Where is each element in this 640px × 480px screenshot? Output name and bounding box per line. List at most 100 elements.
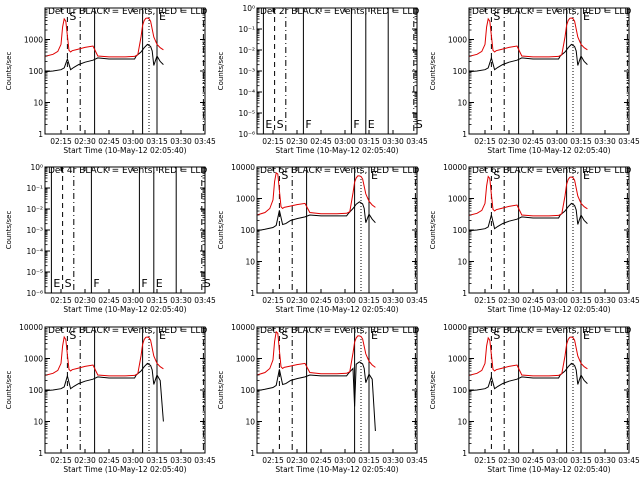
chart-title: Det 2r BLACK = Events, RED = LLD bbox=[260, 7, 419, 17]
y-tick-label: 10 bbox=[33, 418, 43, 427]
y-tick-label: 10 bbox=[457, 258, 467, 267]
x-tick-label: 02:15 bbox=[50, 137, 72, 146]
y-tick-label: 10⁻⁵ bbox=[26, 268, 43, 277]
y-tick-label: 10⁻³ bbox=[26, 226, 43, 235]
y-axis-label: Counts/sec bbox=[5, 52, 13, 91]
x-tick-label: 03:00 bbox=[122, 137, 144, 146]
event-marker-label: E bbox=[265, 118, 272, 131]
y-tick-label: 10000 bbox=[443, 323, 467, 332]
y-axis-label: Counts/sec bbox=[217, 52, 225, 91]
x-tick-label: 03:15 bbox=[570, 137, 592, 146]
x-tick-label: 03:30 bbox=[382, 296, 404, 305]
x-tick-label: 03:15 bbox=[146, 456, 168, 465]
series-line-lld bbox=[468, 17, 588, 58]
chart-title: Det 7r BLACK = Events, RED = LLD bbox=[48, 326, 207, 336]
y-tick-label: 100 bbox=[453, 226, 468, 235]
x-tick-label: 02:45 bbox=[310, 137, 332, 146]
x-axis-label: Start Time (10-May-12 02:05:40) bbox=[487, 146, 610, 155]
event-marker-label: S bbox=[69, 10, 76, 23]
x-tick-label: 02:15 bbox=[474, 456, 496, 465]
x-tick-label: 03:45 bbox=[194, 296, 216, 305]
event-marker-label: E bbox=[583, 169, 590, 182]
x-tick-label: 03:30 bbox=[170, 137, 192, 146]
chart-title: Det 8r BLACK = Events, RED = LLD bbox=[260, 326, 419, 336]
event-marker-label: E bbox=[156, 277, 163, 290]
y-tick-label: 10 bbox=[245, 418, 255, 427]
x-tick-label: 02:30 bbox=[498, 296, 520, 305]
x-tick-label: 02:30 bbox=[286, 137, 308, 146]
x-tick-label: 03:00 bbox=[546, 296, 568, 305]
event-marker-label: E bbox=[371, 329, 378, 342]
plot-frame bbox=[256, 166, 418, 294]
x-axis-label: Start Time (10-May-12 02:05:40) bbox=[487, 465, 610, 474]
y-tick-label: 100 bbox=[453, 386, 468, 395]
y-tick-label: 1000 bbox=[24, 355, 43, 364]
x-axis-label: Start Time (10-May-12 02:05:40) bbox=[275, 146, 398, 155]
y-tick-label: 10⁰ bbox=[30, 163, 43, 172]
series-line-lld bbox=[256, 172, 376, 216]
x-tick-label: 03:15 bbox=[570, 296, 592, 305]
series-line-lld bbox=[256, 330, 376, 376]
y-tick-label: 10 bbox=[457, 418, 467, 427]
x-tick-label: 02:45 bbox=[522, 137, 544, 146]
y-axis-label: Counts/sec bbox=[217, 211, 225, 250]
y-axis-label: Counts/sec bbox=[429, 371, 437, 410]
x-tick-label: 03:30 bbox=[594, 137, 616, 146]
x-tick-label: 03:45 bbox=[406, 456, 428, 465]
event-marker-label: E bbox=[53, 277, 60, 290]
x-tick-label: 03:00 bbox=[334, 296, 356, 305]
event-marker-label: F bbox=[305, 118, 311, 131]
x-tick-label: 03:15 bbox=[146, 137, 168, 146]
x-tick-label: 02:30 bbox=[74, 137, 96, 146]
y-tick-label: 1 bbox=[462, 289, 467, 298]
chart-title: Det 1r BLACK = Events, RED = LLD bbox=[48, 7, 207, 17]
series-line-events bbox=[468, 43, 588, 73]
y-tick-label: 1 bbox=[38, 130, 43, 139]
plot-frame bbox=[44, 166, 206, 294]
series-line-events bbox=[468, 202, 588, 232]
y-tick-label: 10⁻³ bbox=[238, 67, 255, 76]
x-tick-label: 02:30 bbox=[498, 456, 520, 465]
plot-frame bbox=[468, 7, 630, 135]
x-tick-label: 03:00 bbox=[334, 456, 356, 465]
y-tick-label: 10 bbox=[245, 258, 255, 267]
x-tick-label: 02:15 bbox=[262, 456, 284, 465]
plot-frame bbox=[468, 326, 630, 454]
x-tick-label: 02:45 bbox=[522, 456, 544, 465]
event-marker-label: F bbox=[141, 277, 147, 290]
x-axis-label: Start Time (10-May-12 02:05:40) bbox=[275, 465, 398, 474]
event-marker-label: E bbox=[583, 10, 590, 23]
x-tick-label: 03:30 bbox=[382, 137, 404, 146]
chart-title: Det 4r BLACK = Events, RED = LLD bbox=[48, 166, 207, 176]
y-tick-label: 10⁻² bbox=[238, 46, 255, 55]
event-marker-label: F bbox=[93, 277, 99, 290]
x-tick-label: 03:45 bbox=[406, 137, 428, 146]
event-marker-label: S bbox=[281, 169, 288, 182]
x-axis-label: Start Time (10-May-12 02:05:40) bbox=[63, 465, 186, 474]
y-tick-label: 100 bbox=[241, 386, 256, 395]
y-tick-label: 10⁻⁵ bbox=[238, 109, 255, 118]
y-tick-label: 100 bbox=[29, 67, 44, 76]
y-tick-label: 10⁰ bbox=[242, 4, 255, 13]
event-marker-label: S bbox=[493, 169, 500, 182]
event-marker-label: F bbox=[353, 118, 359, 131]
plot-frame bbox=[256, 7, 418, 135]
y-axis-label: Counts/sec bbox=[429, 211, 437, 250]
x-tick-label: 02:30 bbox=[74, 456, 96, 465]
y-tick-label: 10⁻⁶ bbox=[238, 130, 255, 139]
event-marker-label: E bbox=[159, 10, 166, 23]
y-axis-label: Counts/sec bbox=[5, 371, 13, 410]
y-tick-label: 10 bbox=[33, 99, 43, 108]
y-tick-label: 100 bbox=[29, 386, 44, 395]
y-tick-label: 1 bbox=[462, 130, 467, 139]
y-tick-label: 10000 bbox=[231, 323, 255, 332]
y-tick-label: 10000 bbox=[19, 323, 43, 332]
x-tick-label: 02:45 bbox=[310, 296, 332, 305]
y-tick-label: 1 bbox=[250, 289, 255, 298]
y-tick-label: 1000 bbox=[24, 36, 43, 45]
chart-title: Det 5r BLACK = Events, RED = LLD bbox=[260, 166, 419, 176]
x-tick-label: 02:15 bbox=[50, 296, 72, 305]
y-tick-label: 10⁻⁴ bbox=[26, 247, 43, 256]
